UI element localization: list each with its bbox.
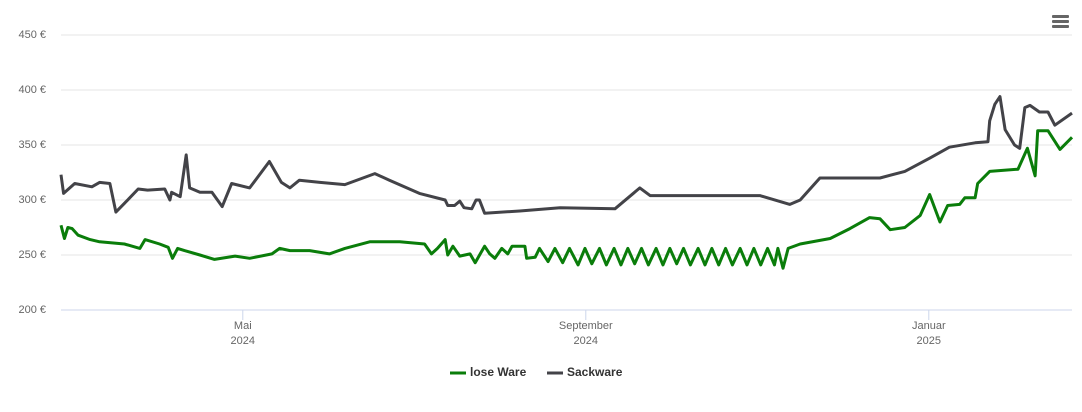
- x-tick-label: 2024: [231, 335, 255, 347]
- y-tick-label: 400 €: [18, 84, 46, 96]
- y-tick-label: 250 €: [18, 249, 46, 261]
- y-tick-label: 300 €: [18, 194, 46, 206]
- legend-item[interactable]: Sackware: [547, 365, 623, 379]
- line: [59, 129, 1074, 270]
- y-tick-label: 450 €: [18, 29, 46, 41]
- x-tick-label: 2025: [917, 335, 941, 347]
- menu-bar: [1052, 15, 1069, 18]
- menu-bar: [1052, 25, 1069, 28]
- x-tick-label: Januar: [912, 320, 946, 332]
- legend-label: lose Ware: [470, 365, 527, 379]
- legend-label: Sackware: [567, 365, 623, 379]
- x-tick-label: 2024: [574, 335, 598, 347]
- x-tick-label: Mai: [234, 320, 252, 332]
- line: [59, 95, 1073, 215]
- menu-button[interactable]: [1052, 15, 1069, 28]
- menu-bar: [1052, 20, 1069, 23]
- legend: lose Ware Sackware: [450, 365, 623, 379]
- legend-item[interactable]: lose Ware: [450, 365, 527, 379]
- x-tick-label: September: [559, 320, 613, 332]
- y-tick-label: 200 €: [18, 304, 46, 316]
- y-tick-label: 350 €: [18, 139, 46, 151]
